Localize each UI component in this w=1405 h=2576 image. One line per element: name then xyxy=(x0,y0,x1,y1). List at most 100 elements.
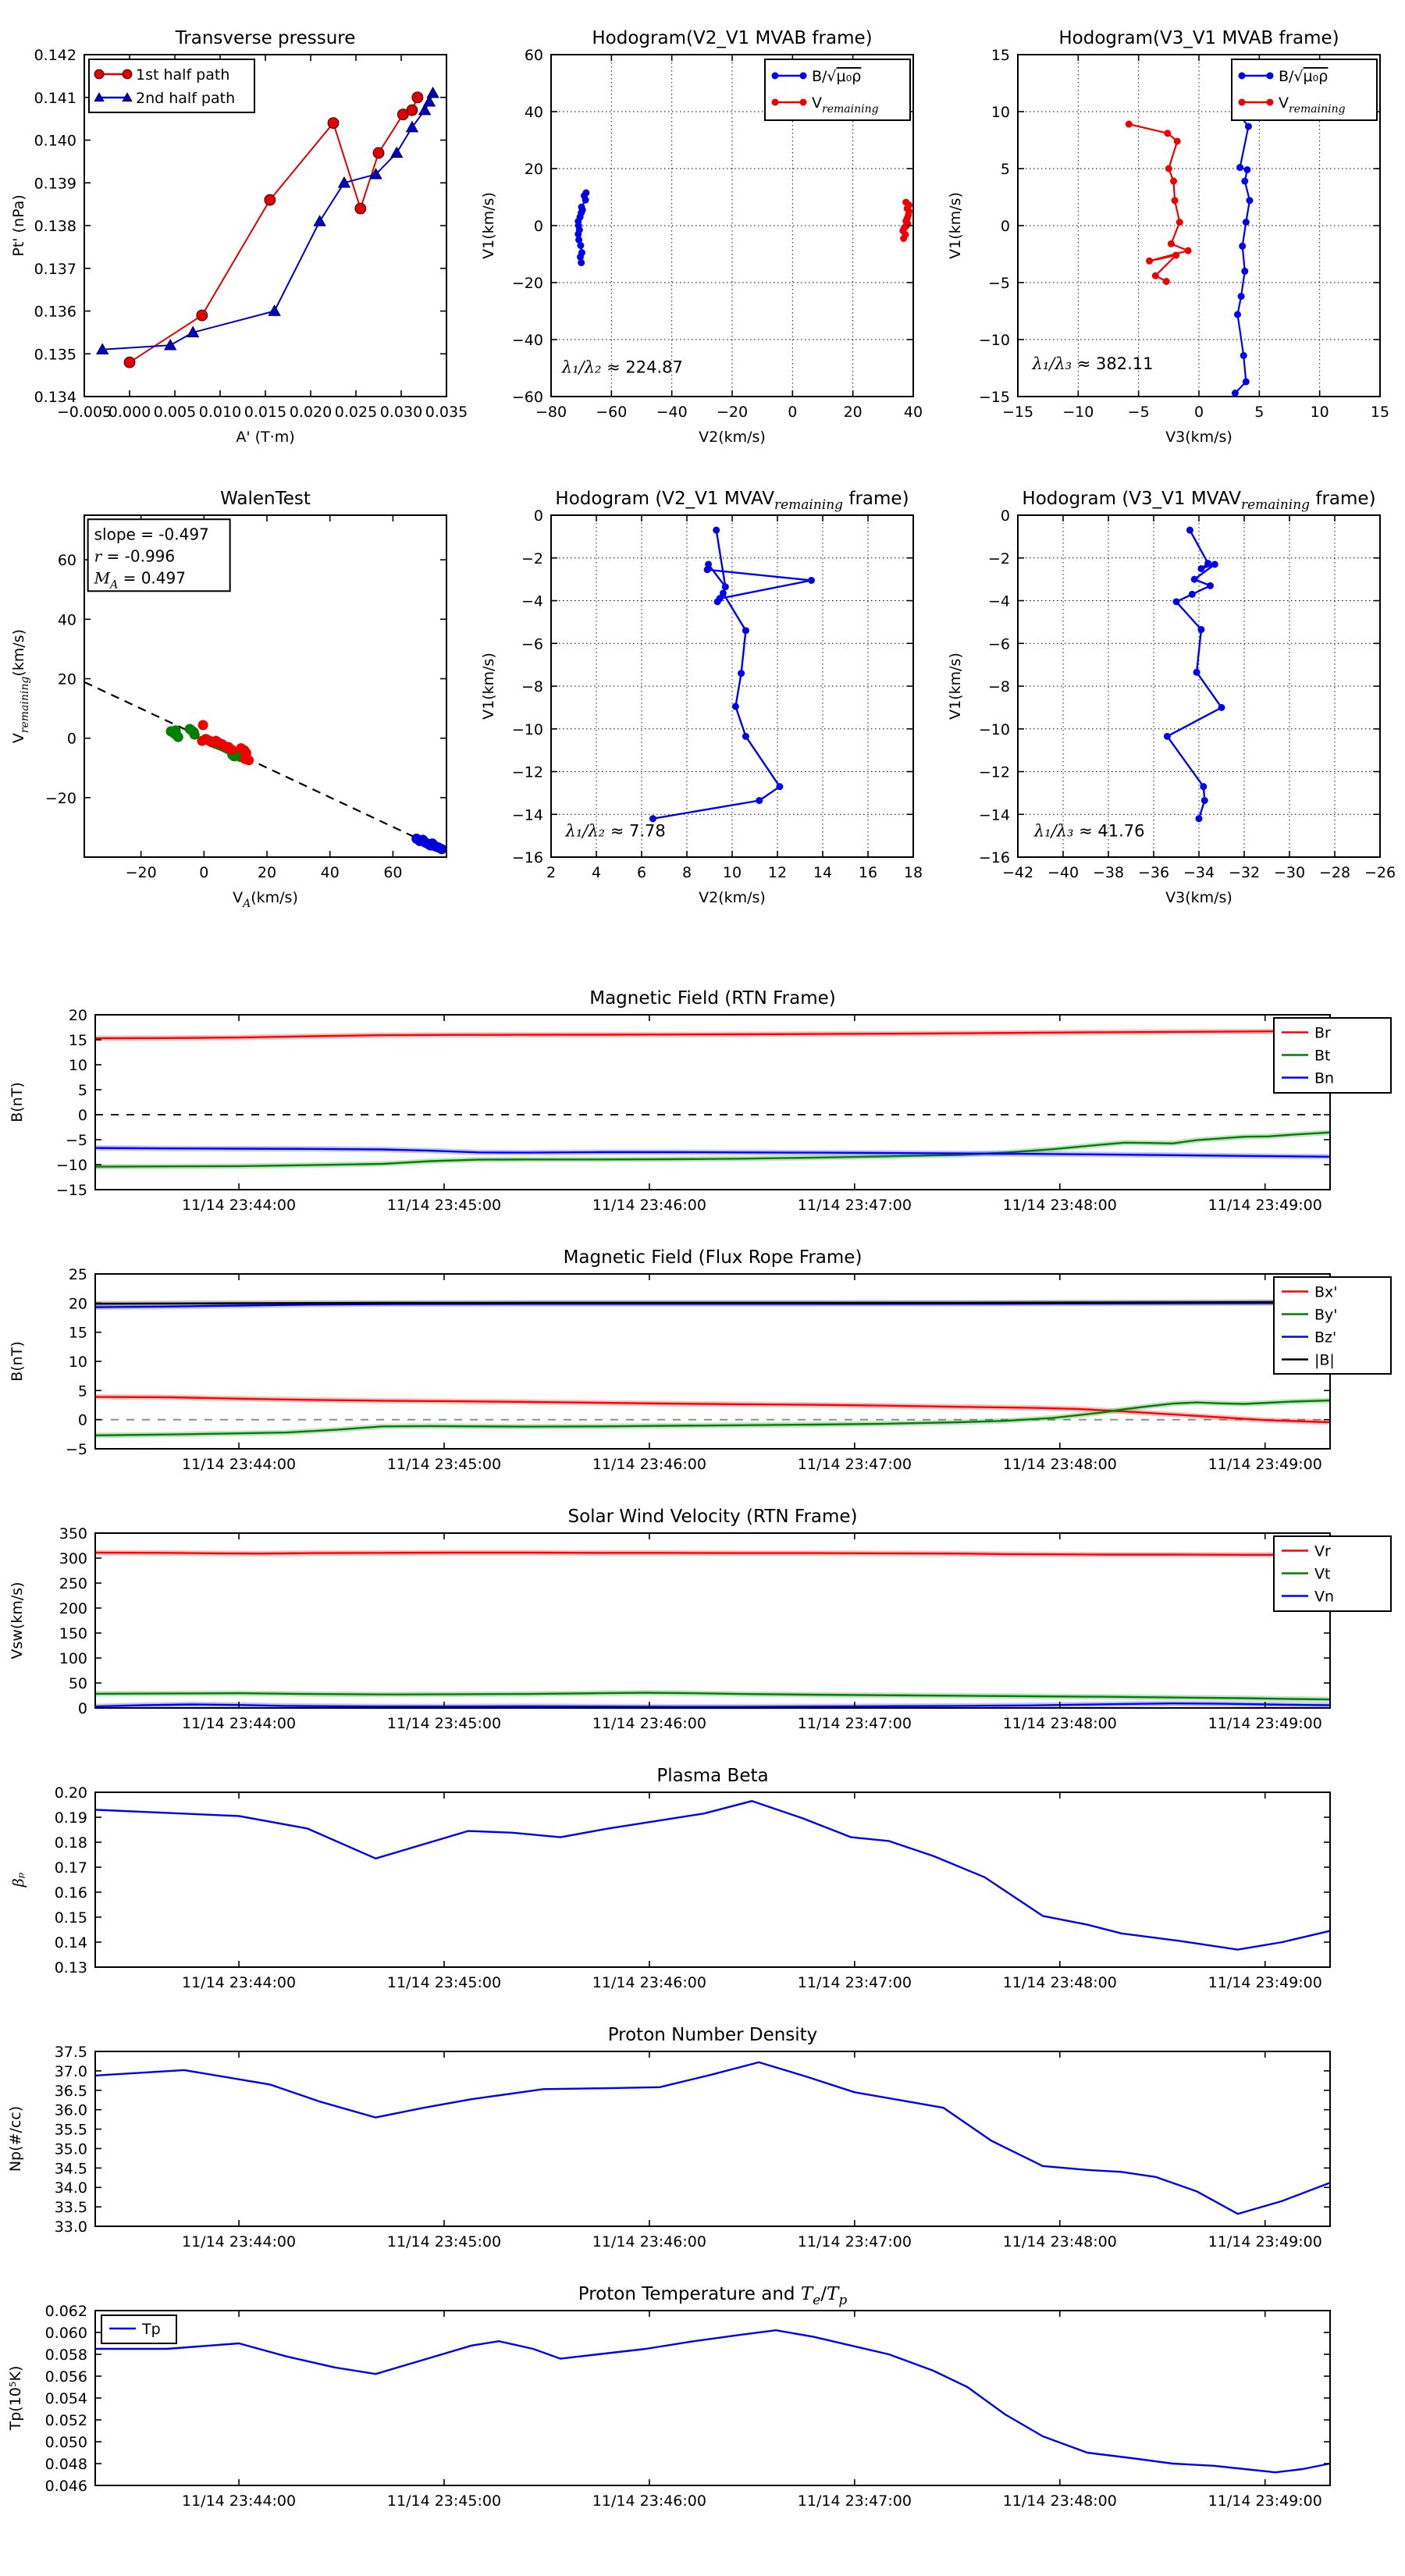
x-tick-label: 0.035 xyxy=(425,404,468,421)
dot-marker xyxy=(756,796,763,804)
y-tick-label: 0.15 xyxy=(55,1909,87,1927)
chart-canvas-plasma-beta: 11/14 23:44:00 11/14 23:45:00 11/14 23:46:… xyxy=(10,1766,1331,1991)
chart-title: Hodogram (V2_V1 MVAVremaining frame) xyxy=(555,489,909,513)
legend: B/√μ₀ρ Vremaining xyxy=(764,59,911,121)
x-tick-label: 10 xyxy=(1311,404,1329,421)
y-tick-label: 50 xyxy=(69,1675,87,1692)
y-tick-label: −16 xyxy=(979,849,1010,866)
dot-marker xyxy=(1176,219,1183,226)
scatter-point xyxy=(197,720,208,731)
series-line xyxy=(94,2061,1331,2215)
stats-line: slope = -0.497 xyxy=(94,525,209,543)
axes-ticks: 11/14 23:44:00 11/14 23:45:00 11/14 23:46:… xyxy=(55,1784,1330,1991)
series-line xyxy=(94,1396,1331,1424)
axes-frame xyxy=(94,2051,1331,2227)
circle-marker xyxy=(354,202,367,215)
x-axis-label: A' (T·m) xyxy=(236,429,294,446)
y-axis-label: B(nT) xyxy=(9,1082,26,1123)
x-tick-label: −38 xyxy=(1093,864,1124,881)
dot-marker xyxy=(578,203,585,211)
dot-marker xyxy=(1125,120,1133,128)
y-tick-label: 0 xyxy=(534,218,543,235)
y-tick-label: 0.056 xyxy=(45,2368,87,2386)
dot-marker xyxy=(575,236,583,244)
triangle-marker xyxy=(96,343,109,355)
chart-canvas-hodogram-v3v1-mvav: −42 −40 −38 −36 −34 −32 −30 −28 −26−16−14−12−10−… xyxy=(947,489,1396,906)
legend-label: Bx' xyxy=(1314,1284,1338,1301)
dot-marker xyxy=(1218,703,1225,711)
legend-label: B/√μ₀ρ xyxy=(1279,68,1328,85)
x-tick-label: 18 xyxy=(904,864,923,881)
series-line xyxy=(129,97,418,364)
y-tick-label: 60 xyxy=(58,552,76,569)
y-tick-label: 20 xyxy=(69,1007,87,1024)
x-tick-label: 11/14 23:49:00 xyxy=(1208,1197,1322,1214)
legend-label: 1st half path xyxy=(136,66,229,84)
y-tick-label: 0 xyxy=(1001,218,1010,235)
legend-label: Br xyxy=(1314,1025,1331,1042)
x-tick-label: 11/14 23:46:00 xyxy=(592,2233,706,2250)
x-tick-label: 15 xyxy=(1371,404,1389,421)
chart-title: Solar Wind Velocity (RTN Frame) xyxy=(567,1507,857,1527)
dot-marker xyxy=(578,258,585,266)
y-tick-label: 0.139 xyxy=(34,175,76,192)
y-axis-label: V1(km/s) xyxy=(480,653,497,720)
x-tick-label: 11/14 23:49:00 xyxy=(1208,1974,1322,1991)
x-tick-label: −40 xyxy=(656,404,688,421)
y-tick-label: −60 xyxy=(512,389,543,406)
chart-magnetic-field-flux-rope: 11/14 23:44:00 11/14 23:45:00 11/14 23:46:… xyxy=(0,1240,1405,1499)
x-tick-label: 11/14 23:45:00 xyxy=(387,1456,501,1473)
stats-line: MA = 0.497 xyxy=(94,568,186,591)
x-tick-label: −80 xyxy=(535,404,567,421)
triangle-marker xyxy=(94,92,105,102)
x-tick-label: 0.025 xyxy=(335,404,377,421)
y-axis-label: Tp(10⁵K) xyxy=(7,2366,24,2432)
y-tick-label: 0 xyxy=(78,1700,87,1717)
circle-marker xyxy=(264,194,276,206)
triangle-marker xyxy=(122,92,133,102)
x-tick-label: −34 xyxy=(1183,864,1215,881)
chart-canvas-hodogram-v2v1-mvab: −80 −60 −40 −20 0 20 40−60−40−200204060Hodogra… xyxy=(480,28,923,446)
y-tick-label: −10 xyxy=(979,332,1010,349)
legend: Tp xyxy=(101,2314,177,2344)
y-tick-label: 35.0 xyxy=(55,2140,87,2158)
chart-canvas-hodogram-v2v1-mvav: 2 4 6 8 10 12 14 16 18 −16 −14 −12 −10 −8 −6 −4 −2 0 Hodog… xyxy=(480,489,923,906)
dot-marker xyxy=(1242,378,1250,386)
dot-marker xyxy=(1195,815,1203,823)
chart-canvas-magnetic-field-rtn: 11/14 23:44:00 11/14 23:45:00 11/14 23:46:… xyxy=(9,988,1392,1214)
y-tick-label: 36.0 xyxy=(55,2102,87,2119)
dot-marker xyxy=(1246,197,1254,205)
chart-title: WalenTest xyxy=(220,489,311,509)
dot-marker xyxy=(1211,560,1218,568)
dot-marker xyxy=(742,732,749,740)
y-tick-label: 0.048 xyxy=(45,2456,87,2473)
y-tick-label: 150 xyxy=(59,1625,87,1642)
dot-marker xyxy=(713,526,720,534)
x-tick-label: 11/14 23:46:00 xyxy=(592,1197,706,1214)
chart-canvas-proton-number-density: 11/14 23:44:00 11/14 23:45:00 11/14 23:46:… xyxy=(7,2025,1331,2250)
y-tick-label: 0.141 xyxy=(34,90,76,107)
y-tick-label: 5 xyxy=(78,1082,87,1099)
scatter-point xyxy=(226,745,237,756)
x-tick-label: 11/14 23:46:00 xyxy=(592,1715,706,1732)
x-tick-label: 14 xyxy=(813,864,832,881)
y-tick-label: 15 xyxy=(991,47,1010,64)
dot-marker xyxy=(1243,165,1251,173)
y-tick-label: 0 xyxy=(67,731,76,748)
dot-marker xyxy=(1146,257,1154,265)
chart-hodogram-v3v1-mvab: −15 −10 −5 0 5 10 15 −15 −10 −5 0 5 10 15 Hodogram(V3_… xyxy=(937,9,1402,468)
y-tick-label: −8 xyxy=(521,678,543,696)
x-tick-label: −20 xyxy=(717,404,748,421)
axes-ticks: −15 −10 −5 0 5 10 15 −15 −10 −5 0 5 10 15 xyxy=(979,47,1389,421)
series-Vr xyxy=(94,1550,1331,1558)
dot-marker xyxy=(719,589,727,597)
stats-line: r = -0.996 xyxy=(94,546,176,565)
dot-marker xyxy=(1266,72,1274,80)
x-axis-label: V2(km/s) xyxy=(699,429,766,446)
x-tick-label: −30 xyxy=(1274,864,1305,881)
dot-marker xyxy=(578,249,585,257)
y-tick-label: −4 xyxy=(988,593,1010,610)
axes-ticks: 2 4 6 8 10 12 14 16 18 −16 −14 −12 −10 −8 −6 −4 −2 0 xyxy=(512,507,923,881)
series-B-over-sqrt-mu0rho xyxy=(574,189,590,266)
